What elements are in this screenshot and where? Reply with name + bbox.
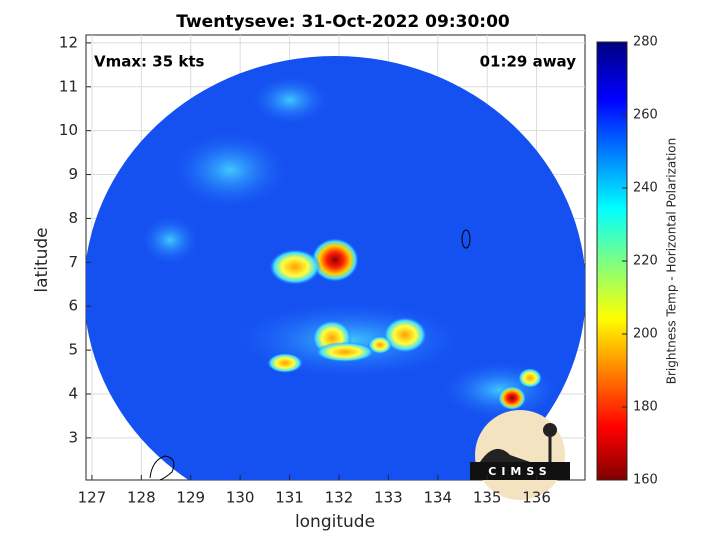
- blob: [383, 317, 427, 353]
- annotation: 01:29 away: [480, 53, 577, 71]
- x-tick-label: 136: [522, 489, 551, 507]
- y-tick-label: 4: [68, 384, 78, 402]
- blob: [518, 368, 542, 388]
- x-tick-label: 132: [325, 489, 354, 507]
- y-tick-label: 9: [68, 165, 78, 183]
- blob: [267, 353, 303, 373]
- x-tick-label: 129: [176, 489, 205, 507]
- chart-title: Twentyseve: 31-Oct-2022 09:30:00: [176, 12, 510, 32]
- y-tick-label: 11: [59, 77, 78, 95]
- x-tick-label: 130: [226, 489, 255, 507]
- blob: [311, 238, 359, 282]
- y-tick-label: 12: [59, 33, 78, 51]
- y-tick-label: 3: [68, 428, 78, 446]
- blob: [498, 386, 526, 410]
- blob: [440, 360, 560, 420]
- y-tick-label: 6: [68, 297, 78, 315]
- blob: [315, 342, 375, 362]
- coastline: [149, 455, 175, 480]
- x-tick-label: 128: [127, 489, 156, 507]
- x-axis-label: longitude: [295, 512, 375, 532]
- colorbar-label: Brightness Temp - Horizontal Polarizatio…: [665, 138, 679, 385]
- colorbar-tick-label: 280: [633, 35, 658, 50]
- x-tick-label: 134: [423, 489, 452, 507]
- blob: [250, 75, 330, 125]
- colorbar-tick-label: 180: [633, 400, 658, 415]
- island: [461, 229, 471, 249]
- x-tick-label: 131: [275, 489, 304, 507]
- logo: CIMSS: [470, 410, 570, 500]
- colorbar-tick-label: 260: [633, 108, 658, 123]
- y-tick-label: 8: [68, 209, 78, 227]
- annotation: Vmax: 35 kts: [94, 53, 204, 71]
- y-tick-label: 10: [59, 121, 78, 139]
- y-axis-label: latitude: [32, 227, 52, 292]
- colorbar-tick-label: 240: [633, 181, 658, 196]
- blob: [170, 130, 290, 210]
- colorbar-tick-label: 160: [633, 473, 658, 488]
- colorbar-tick-label: 200: [633, 327, 658, 342]
- blob: [269, 249, 321, 285]
- blob: [140, 215, 200, 265]
- swath: [86, 56, 585, 480]
- y-tick-label: 7: [68, 253, 78, 271]
- blob: [368, 336, 392, 354]
- y-tick-label: 5: [68, 341, 78, 359]
- x-tick-label: 133: [374, 489, 403, 507]
- logo-text: CIMSS: [488, 465, 551, 478]
- colorbar-tick-label: 220: [633, 254, 658, 269]
- x-tick-label: 135: [473, 489, 502, 507]
- x-tick-label: 127: [78, 489, 107, 507]
